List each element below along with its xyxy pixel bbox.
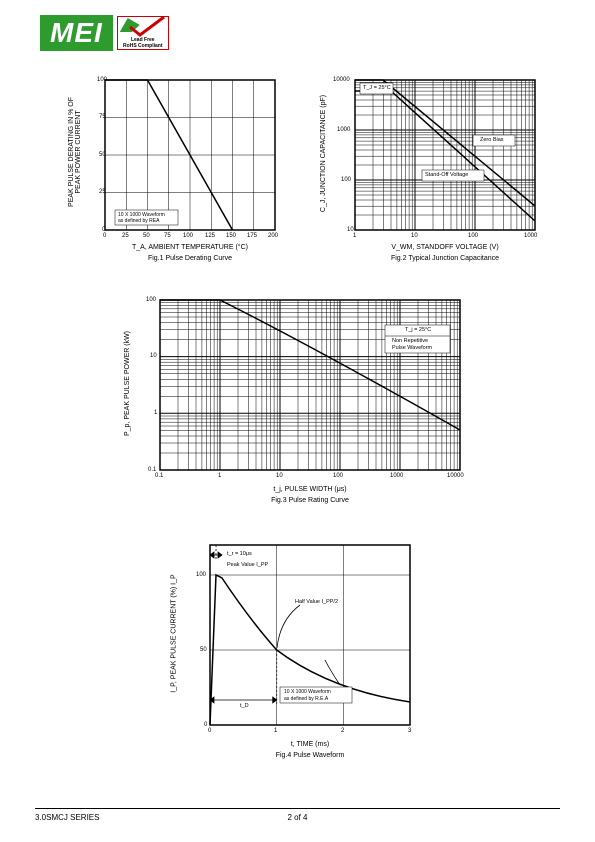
fig1-ylabel: PEAK PULSE DERATING IN % OF PEAK POWER C…: [68, 97, 82, 207]
fig3-note-tj: T_j = 25°C: [405, 327, 431, 334]
fig4-note-peak: Peak Value I_PP: [227, 562, 268, 569]
fig3-note-wave: Non Repetitive Pulse Waveform: [392, 338, 432, 352]
fig1-note: 10 X 1000 Waveform as defined by REA: [118, 212, 165, 224]
fig4-caption: t, TIME (ms)Fig.4 Pulse Waveform: [210, 740, 410, 761]
footer-page: 2 of 4: [287, 813, 307, 822]
footer-series: 3.0SMCJ SERIES: [35, 813, 99, 822]
logo-text: MEI: [40, 15, 113, 51]
fig4-chart: t_r = 10μs Peak Value I_PP Half Value I_…: [180, 540, 420, 770]
fig4-note-half: Half Value I_PP/2: [295, 599, 338, 606]
badge-text-2: RoHS Compliant: [123, 43, 162, 49]
fig3-ylabel: P_p, PEAK PULSE POWER (kW): [124, 331, 131, 436]
fig2-label-zero: Zero Bias: [480, 137, 504, 144]
fig4-note-tr: t_r = 10μs: [227, 551, 252, 558]
logo-badge: Lead Free RoHS Compliant: [117, 16, 169, 50]
logo: MEI Lead Free RoHS Compliant: [40, 15, 169, 51]
fig2-ylabel: C_J, JUNCTION CAPACITANCE (pF): [320, 95, 327, 212]
fig1-caption: T_A, AMBIENT TEMPERATURE (°C)Fig.1 Pulse…: [105, 243, 275, 264]
fig4-note-wave: 10 X 1000 Waveform as defined by R.E.A: [284, 689, 331, 702]
footer: 3.0SMCJ SERIES 2 of 4: [35, 808, 560, 822]
fig2-note-tj: T_J = 25°C: [363, 85, 391, 92]
fig3-caption: t_j, PULSE WIDTH (μs)Fig.3 Pulse Rating …: [160, 485, 460, 506]
fig2-chart: T_J = 25°C Zero Bias Stand-Off Voltage C…: [325, 75, 545, 275]
fig4-ylabel: I_P, PEAK PULSE CURRENT (%) I_P: [171, 574, 178, 692]
fig2-caption: V_WM, STANDOFF VOLTAGE (V)Fig.2 Typical …: [355, 243, 535, 264]
fig4-note-td: t_D: [240, 703, 249, 710]
fig1-chart: 10 X 1000 Waveform as defined by REA PEA…: [75, 75, 280, 275]
fig2-label-standoff: Stand-Off Voltage: [425, 172, 468, 179]
fig3-chart: T_j = 25°C Non Repetitive Pulse Waveform…: [130, 295, 470, 515]
